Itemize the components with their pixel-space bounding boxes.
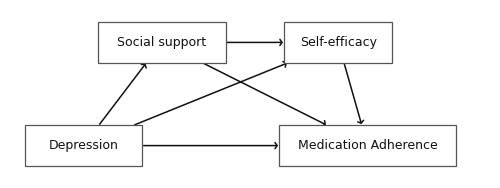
FancyBboxPatch shape (98, 22, 226, 63)
Text: Social support: Social support (117, 36, 206, 49)
Text: Medication Adherence: Medication Adherence (298, 139, 438, 152)
Text: Depression: Depression (48, 139, 118, 152)
Text: Self-efficacy: Self-efficacy (300, 36, 376, 49)
FancyBboxPatch shape (280, 125, 456, 166)
FancyBboxPatch shape (24, 125, 142, 166)
FancyBboxPatch shape (284, 22, 392, 63)
